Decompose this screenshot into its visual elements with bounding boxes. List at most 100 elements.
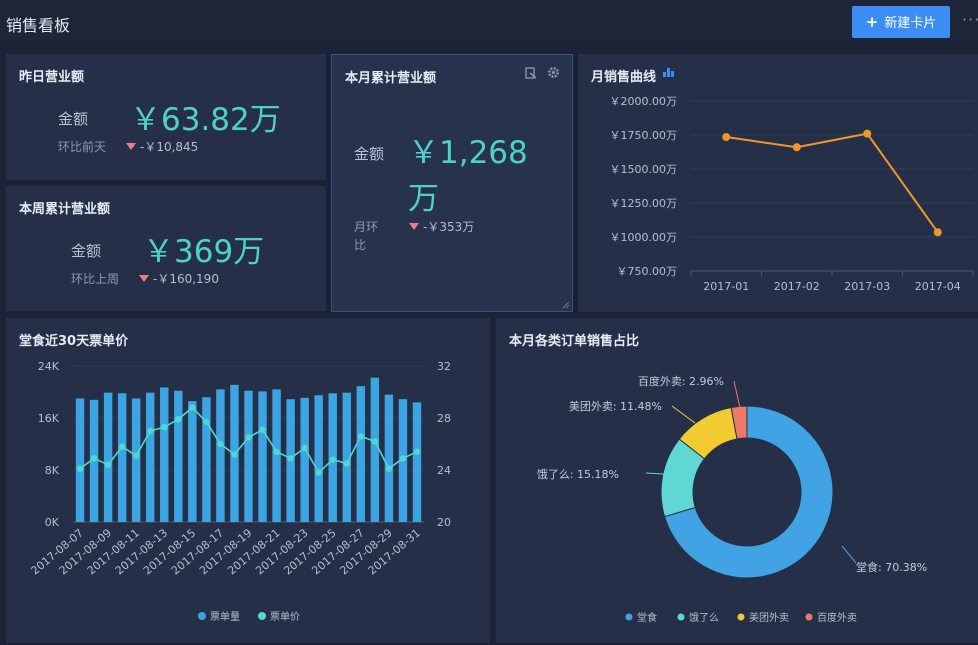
top-bar: 销售看板 + 新建卡片 ···	[0, 0, 978, 46]
y-tick-label: ￥1500.00万	[610, 163, 678, 176]
data-point[interactable]	[413, 448, 421, 455]
data-point[interactable]	[343, 460, 350, 467]
legend-marker[interactable]	[198, 612, 206, 620]
data-point[interactable]	[175, 416, 182, 423]
legend-marker[interactable]	[677, 613, 685, 621]
bar[interactable]	[174, 390, 183, 522]
amount-label: 金额	[58, 110, 89, 128]
bar[interactable]	[160, 387, 169, 522]
slice-label: 美团外卖: 11.48%	[569, 400, 662, 413]
donut-slice[interactable]	[663, 405, 834, 579]
bar[interactable]	[216, 389, 225, 522]
x-tick-label: 2017-01	[703, 280, 749, 293]
data-point[interactable]	[371, 438, 379, 445]
data-point[interactable]	[118, 443, 126, 450]
data-point[interactable]	[217, 440, 224, 448]
resize-handle-icon[interactable]	[562, 301, 570, 309]
x-tick-label: 2017-03	[844, 280, 890, 293]
change-value: -￥10,845	[126, 138, 198, 155]
bar[interactable]	[188, 401, 197, 522]
data-point[interactable]	[231, 451, 238, 458]
data-point[interactable]	[399, 455, 407, 462]
bar[interactable]	[314, 395, 323, 522]
card-title: 堂食近30天票单价	[19, 334, 129, 349]
change-value: -￥353万	[409, 218, 474, 235]
data-point[interactable]	[357, 433, 365, 440]
bar[interactable]	[103, 392, 113, 522]
data-point[interactable]	[203, 418, 210, 426]
bar[interactable]	[370, 377, 380, 522]
bar-chart-icon	[663, 68, 674, 77]
data-point[interactable]	[245, 434, 252, 441]
series-line	[726, 132, 939, 233]
data-point[interactable]	[104, 461, 112, 468]
new-card-button[interactable]: + 新建卡片	[852, 6, 950, 38]
card-month-revenue[interactable]: 本月累计营业额 金额 ￥1,268 万 月环 比 -￥353万	[331, 54, 573, 312]
down-arrow-icon	[126, 143, 136, 150]
amount-value: ￥1,268	[408, 135, 528, 171]
legend-marker[interactable]	[805, 613, 813, 621]
data-point[interactable]	[722, 133, 731, 142]
y-tick-label: ￥2000.00万	[610, 95, 678, 108]
card-title: 昨日营业额	[19, 70, 85, 85]
bar[interactable]	[384, 394, 394, 522]
new-card-label: 新建卡片	[884, 16, 937, 31]
data-point[interactable]	[301, 444, 308, 452]
compare-label: 环比上周	[71, 272, 120, 286]
bar[interactable]	[75, 398, 85, 523]
amount-label: 金额	[354, 145, 385, 163]
bar[interactable]	[356, 386, 366, 522]
data-point[interactable]	[76, 465, 84, 472]
data-point[interactable]	[933, 228, 942, 237]
legend-marker[interactable]	[625, 613, 633, 621]
data-point[interactable]	[385, 465, 393, 472]
bar[interactable]	[117, 393, 127, 522]
data-point[interactable]	[792, 143, 801, 152]
legend-marker[interactable]	[737, 613, 745, 621]
donut-slice[interactable]	[730, 405, 748, 440]
legend-marker[interactable]	[258, 612, 266, 620]
data-point[interactable]	[147, 427, 154, 435]
slice-label: 堂食: 70.38%	[856, 560, 927, 574]
page-title: 销售看板	[6, 16, 71, 35]
gear-icon[interactable]	[547, 66, 560, 79]
data-point[interactable]	[90, 455, 98, 462]
data-point[interactable]	[287, 455, 294, 462]
bar[interactable]	[258, 391, 267, 522]
data-point[interactable]	[273, 448, 280, 455]
bar[interactable]	[131, 398, 141, 523]
data-point[interactable]	[161, 423, 168, 431]
down-arrow-icon	[139, 275, 149, 282]
data-point[interactable]	[132, 452, 140, 459]
export-icon[interactable]	[525, 67, 537, 79]
y-tick-label: ￥1000.00万	[610, 231, 678, 244]
bar[interactable]	[202, 397, 211, 522]
data-point[interactable]	[189, 404, 196, 411]
data-point[interactable]	[259, 426, 266, 433]
slice-label: 饿了么: 15.18%	[537, 467, 619, 481]
bar[interactable]	[146, 392, 155, 522]
order-share-donut-chart: 堂食: 70.38% 饿了么: 15.18% 美团外卖: 11.48% 百度外卖: 2…	[537, 374, 927, 624]
legend-label[interactable]: 堂食	[637, 611, 657, 624]
legend-label[interactable]: 饿了么	[689, 612, 719, 624]
change-value: -￥160,190	[139, 270, 219, 287]
card-monthly-sales-chart: 月销售曲线 ￥750.00万 ￥1000.00万 ￥1250.00万 ￥1500.00…	[578, 54, 978, 312]
slice-label-line	[733, 380, 741, 409]
bar[interactable]	[272, 389, 281, 522]
legend-label[interactable]: 票单量	[210, 611, 240, 623]
slice-label-line	[671, 405, 696, 424]
data-point[interactable]	[329, 456, 336, 463]
bar[interactable]	[244, 390, 253, 522]
y-tick-label: ￥1750.00万	[610, 129, 678, 142]
legend-label[interactable]: 美团外卖	[749, 611, 789, 624]
slice-label-line	[841, 545, 857, 564]
bar[interactable]	[300, 397, 309, 522]
card-title: 本月累计营业额	[345, 71, 437, 86]
bar[interactable]	[412, 402, 422, 522]
data-point[interactable]	[315, 469, 322, 476]
data-point[interactable]	[863, 129, 872, 138]
legend-label[interactable]: 票单价	[270, 611, 300, 623]
legend-label[interactable]: 百度外卖	[817, 611, 857, 624]
more-icon[interactable]: ···	[962, 10, 978, 29]
bar[interactable]	[342, 392, 351, 522]
